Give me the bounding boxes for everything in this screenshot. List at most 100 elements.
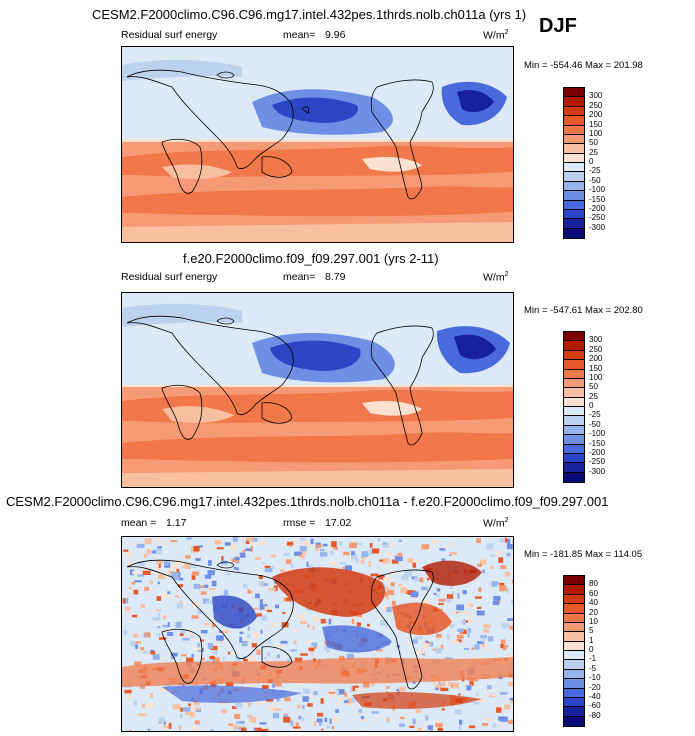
colorbar-tick-label: 300	[589, 91, 603, 101]
noise-cell	[351, 697, 358, 703]
noise-cell	[162, 625, 169, 628]
noise-cell	[239, 631, 244, 635]
noise-cell	[212, 643, 217, 646]
noise-cell	[384, 591, 388, 598]
noise-cell	[498, 557, 504, 563]
noise-cell	[293, 640, 297, 645]
noise-cell	[432, 540, 439, 544]
noise-cell	[382, 542, 388, 545]
noise-cell	[297, 614, 305, 621]
noise-cell	[512, 539, 513, 543]
noise-cell	[156, 564, 161, 571]
noise-cell	[285, 597, 292, 602]
noise-cell	[386, 686, 390, 689]
noise-cell	[163, 725, 170, 729]
noise-cell	[463, 648, 470, 651]
noise-cell	[243, 656, 246, 661]
noise-cell	[483, 624, 491, 629]
noise-cell	[159, 637, 167, 640]
noise-cell	[134, 580, 142, 583]
noise-cell	[398, 539, 402, 543]
noise-cell	[182, 707, 191, 712]
colorbar-swatch	[564, 425, 584, 436]
noise-cell	[205, 600, 213, 604]
noise-cell	[292, 608, 296, 614]
noise-cell	[141, 703, 146, 708]
noise-cell	[150, 649, 154, 653]
colorbar-tick-label: 60	[589, 588, 598, 598]
colorbar-swatch	[564, 651, 584, 661]
colorbar-tick-label: 0	[589, 401, 594, 410]
noise-cell	[140, 685, 146, 689]
noise-cell	[224, 542, 231, 546]
noise-cell	[259, 722, 267, 725]
noise-cell	[445, 657, 453, 660]
noise-cell	[482, 723, 489, 726]
noise-cell	[254, 557, 261, 560]
noise-cell	[221, 709, 227, 714]
noise-cell	[459, 719, 463, 725]
noise-cell	[509, 619, 513, 625]
noise-cell	[499, 691, 508, 695]
noise-cell	[192, 601, 199, 608]
noise-cell	[381, 558, 390, 564]
noise-cell	[435, 719, 440, 725]
noise-cell	[151, 550, 156, 554]
noise-cell	[182, 638, 190, 641]
colorbar-tick-label: 5	[589, 626, 594, 636]
noise-cell	[346, 653, 355, 660]
colorbar-swatch	[564, 585, 584, 595]
noise-cell	[505, 645, 509, 648]
noise-cell	[324, 717, 328, 723]
panel3-map	[121, 536, 514, 732]
noise-cell	[239, 636, 242, 643]
noise-cell	[128, 587, 133, 590]
noise-cell	[451, 684, 454, 688]
noise-cell	[496, 550, 502, 556]
noise-cell	[401, 575, 409, 581]
noise-cell	[181, 565, 187, 568]
noise-cell	[174, 560, 182, 566]
noise-cell	[425, 715, 429, 721]
noise-cell	[328, 618, 332, 625]
noise-cell	[369, 543, 373, 548]
noise-cell	[354, 615, 359, 618]
noise-cell	[252, 717, 257, 723]
colorbar-tick-label: 25	[589, 391, 598, 401]
noise-cell	[241, 641, 248, 647]
noise-cell	[172, 704, 181, 710]
noise-cell	[263, 583, 269, 586]
noise-cell	[283, 716, 291, 723]
noise-cell	[496, 707, 502, 713]
noise-cell	[438, 680, 446, 687]
noise-cell	[319, 722, 322, 726]
noise-cell	[140, 647, 145, 651]
noise-cell	[299, 546, 307, 552]
noise-cell	[264, 606, 267, 610]
noise-cell	[313, 616, 318, 623]
noise-cell	[299, 554, 303, 558]
noise-cell	[252, 631, 259, 636]
noise-cell	[233, 566, 237, 570]
noise-cell	[412, 639, 418, 644]
noise-cell	[511, 599, 513, 605]
noise-cell	[150, 651, 156, 655]
colorbar-tick-label: 100	[589, 372, 603, 382]
noise-cell	[312, 626, 315, 631]
noise-cell	[132, 614, 138, 618]
colorbar-swatch	[564, 453, 584, 464]
noise-cell	[258, 701, 264, 706]
noise-cell	[256, 613, 262, 617]
noise-cell	[320, 618, 326, 624]
noise-cell	[295, 722, 299, 727]
noise-cell	[355, 687, 363, 692]
noise-cell	[284, 697, 291, 702]
noise-cell	[127, 610, 130, 614]
noise-cell	[473, 702, 480, 705]
noise-cell	[323, 620, 330, 623]
noise-cell	[356, 622, 362, 627]
noise-cell	[310, 651, 314, 654]
noise-cell	[262, 561, 265, 565]
noise-cell	[383, 605, 389, 611]
noise-cell	[435, 647, 443, 654]
